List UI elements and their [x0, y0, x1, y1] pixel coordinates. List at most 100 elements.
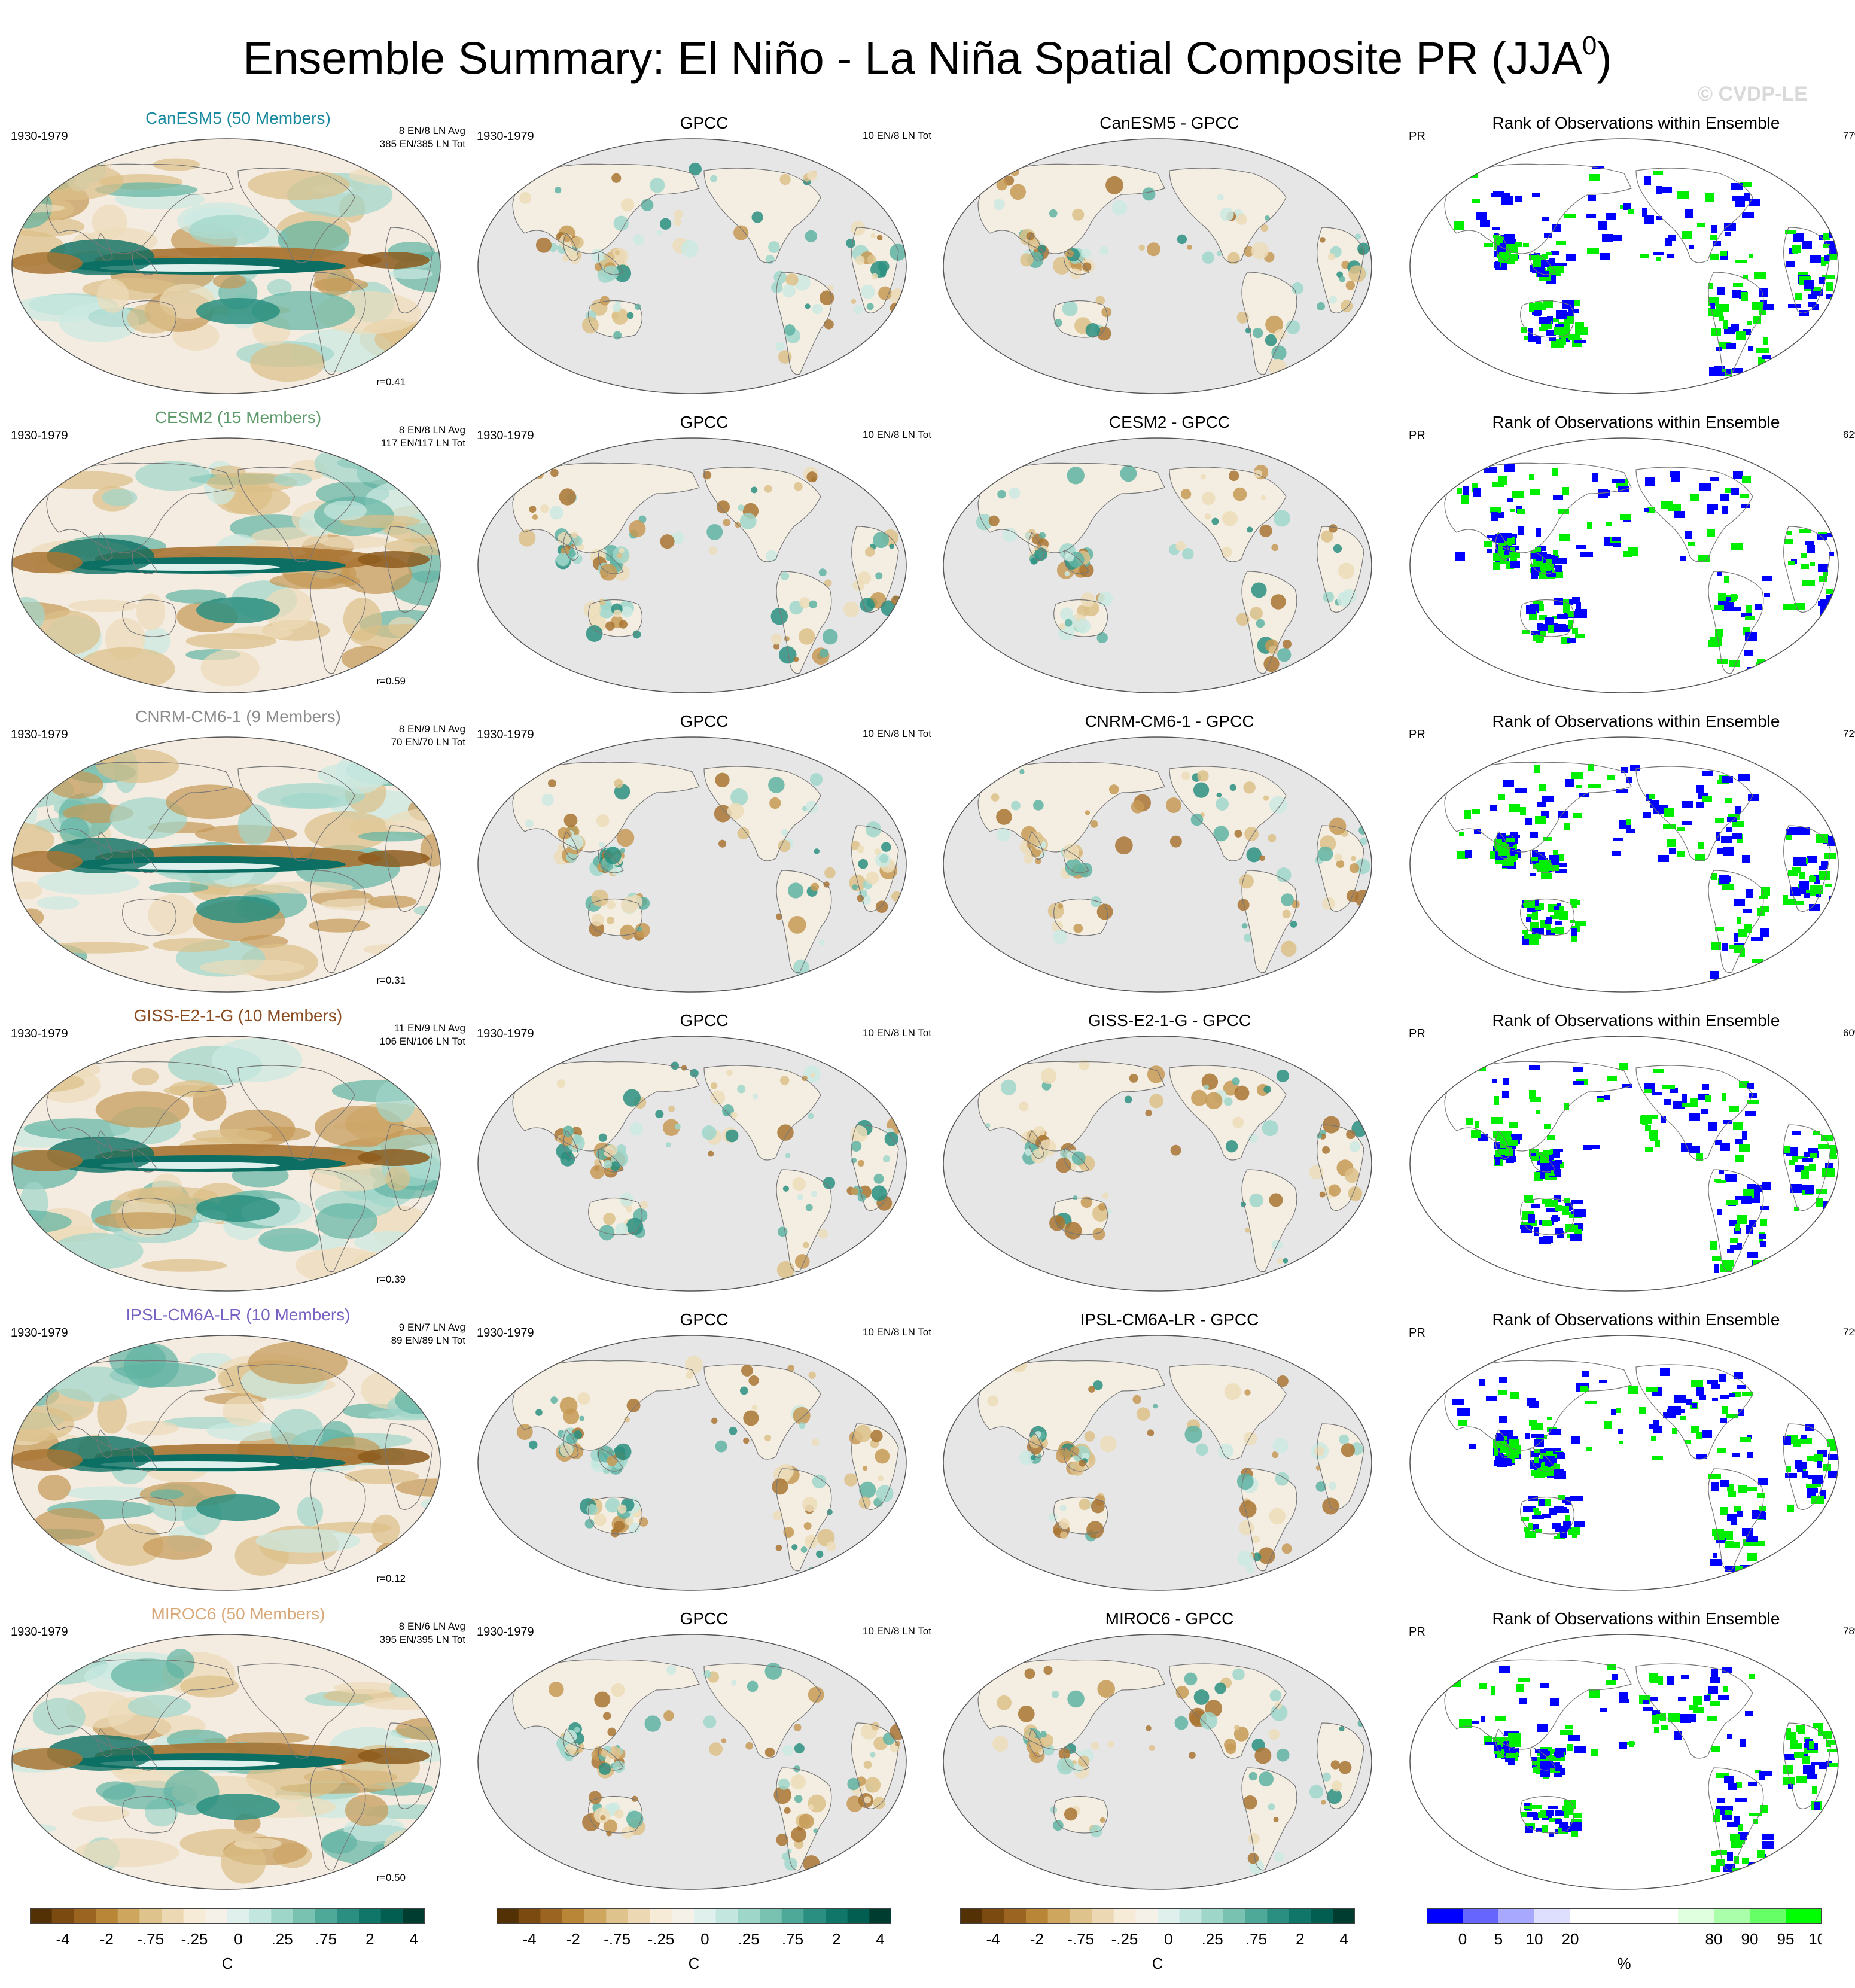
world-map-model — [11, 1036, 441, 1292]
panel-title: Rank of Observations within Ensemble — [1492, 413, 1780, 431]
coastline-seasia — [598, 550, 624, 574]
rank-percentage-value: 60% — [1842, 1027, 1855, 1039]
coastline-india — [97, 1728, 113, 1757]
coastline-australia — [122, 300, 176, 338]
colorbar-swatch — [1750, 1908, 1786, 1924]
colorbar-swatch — [738, 1908, 760, 1924]
coastline-eurasia — [1444, 1360, 1632, 1451]
colorbar-swatch — [672, 1908, 695, 1924]
colorbar-swatch — [1311, 1908, 1333, 1924]
event-total: 395 EN/395 LN Tot — [379, 1634, 465, 1645]
coastline-australia — [588, 1496, 642, 1535]
figure-title: Ensemble Summary: El Niño - La Niña Spat… — [243, 31, 1612, 84]
event-counts: 10 EN/8 LN Tot — [863, 727, 931, 741]
coastline-eurasia — [1444, 462, 1632, 553]
event-average: 8 EN/8 LN Avg — [398, 424, 465, 436]
period-label: 1930-1979 — [477, 728, 534, 741]
coastline-australia — [1053, 898, 1108, 936]
rank-percentage: 60% — [1843, 1027, 1855, 1040]
coastline-india — [1028, 1130, 1044, 1159]
colorbar-swatch — [1289, 1908, 1312, 1924]
colorbar-swatch — [760, 1908, 782, 1924]
rank-percentage: 72% — [1843, 727, 1855, 741]
variable-label: PR — [1409, 429, 1425, 442]
panel-model: CNRM-CM6-1 (9 Members) 1930-1979 8 EN/9 LN… — [11, 694, 465, 993]
coastline-australia — [1520, 1795, 1574, 1834]
colorbar-swatch — [1606, 1908, 1643, 1924]
coastline-india — [97, 232, 113, 261]
coastline-africa — [385, 227, 433, 313]
variable-label: PR — [1409, 728, 1425, 741]
panel-title: GPCC — [680, 1011, 729, 1030]
colorbar-tick-label: 10 — [1526, 1930, 1543, 1948]
coastline-india — [1495, 1429, 1511, 1458]
colorbar-swatch — [1498, 1908, 1535, 1924]
colorbar-tick-label: .75 — [315, 1930, 337, 1948]
event-counts: 8 EN/8 LN Avg 117 EN/117 LN Tot — [381, 424, 465, 450]
coastline-india — [97, 830, 113, 860]
coastline-samerica — [310, 272, 366, 375]
colorbar-swatch — [826, 1908, 848, 1924]
colorbar-swatch — [781, 1908, 804, 1924]
event-total: 106 EN/106 LN Tot — [379, 1036, 465, 1047]
colorbar-swatch — [562, 1908, 585, 1924]
panel-obs: GPCC 1930-1979 10 EN/8 LN Tot — [477, 993, 931, 1292]
coastline-india — [1028, 830, 1044, 860]
rank-percentage: 62% — [1843, 428, 1855, 442]
coastline-africa — [1317, 526, 1364, 613]
coastline-namerica — [237, 168, 355, 263]
colorbar-tick-label: 20 — [1562, 1930, 1579, 1948]
panel-model: IPSL-CM6A-LR (10 Members) 1930-1979 9 EN/7… — [11, 1292, 465, 1591]
coastline-australia — [122, 1795, 176, 1834]
colorbar-swatch — [694, 1908, 717, 1924]
colorbar-tick-label: -.25 — [181, 1930, 208, 1948]
colorbar-swatch — [1113, 1908, 1136, 1924]
panel-title: CNRM-CM6-1 (9 Members) — [135, 707, 341, 726]
coastline-eurasia — [512, 1659, 700, 1750]
panel-rank: Rank of Observations within Ensemble PR 72… — [1409, 1292, 1855, 1591]
panel-diff: CESM2 - GPCC — [942, 395, 1397, 694]
world-map-model — [11, 138, 441, 394]
colorbar-swatch — [497, 1908, 519, 1924]
colorbar-swatch — [1427, 1908, 1463, 1924]
event-average: 8 EN/8 LN Avg — [398, 125, 465, 136]
variable-label: PR — [1409, 130, 1425, 143]
coastline-india — [563, 232, 579, 261]
rank-percentage: 78% — [1843, 1625, 1855, 1638]
coastline-africa — [851, 1124, 899, 1211]
colorbar-swatch — [30, 1908, 53, 1924]
colorbar-swatch — [1070, 1908, 1092, 1924]
coastline-seasia — [598, 849, 624, 873]
coastline-namerica — [1635, 467, 1753, 562]
colorbar-swatch — [380, 1908, 403, 1924]
panel-diff: IPSL-CM6A-LR - GPCC — [942, 1292, 1397, 1591]
world-map-model — [11, 1634, 441, 1890]
event-average: 8 EN/6 LN Avg — [398, 1621, 465, 1632]
panel-title: CanESM5 (50 Members) — [145, 109, 331, 127]
variable-label: PR — [1409, 1027, 1425, 1040]
coastline-seasia — [132, 1746, 158, 1771]
panel-model: MIROC6 (50 Members) 1930-1979 8 EN/6 LN Av… — [11, 1591, 465, 1890]
coastline-australia — [1520, 898, 1574, 936]
panel-rank: Rank of Observations within Ensemble PR 77… — [1409, 96, 1855, 395]
colorbar-tick-label: .25 — [272, 1930, 293, 1948]
period-label: 1930-1979 — [11, 130, 68, 143]
world-map-obs — [477, 1036, 907, 1292]
coastline-namerica — [1635, 1065, 1753, 1161]
pattern-correlation: r=0.12 — [376, 1573, 406, 1584]
colorbar-swatch — [1223, 1908, 1246, 1924]
coastline-namerica — [703, 1663, 821, 1759]
coastline-samerica — [1241, 1767, 1297, 1871]
variable-label: PR — [1409, 1625, 1425, 1639]
panel-title: GISS-E2-1-G (10 Members) — [133, 1006, 343, 1025]
coastline-samerica — [310, 1767, 366, 1871]
coastline-eurasia — [512, 762, 700, 853]
colorbar-swatch — [117, 1908, 140, 1924]
coastline-seasia — [1530, 1447, 1556, 1472]
coastline-samerica — [1708, 571, 1764, 674]
colorbar-swatch — [337, 1908, 360, 1924]
coastline-eurasia — [46, 462, 234, 553]
world-map-diff — [943, 1335, 1372, 1591]
colorbar-tick-label: -2 — [1030, 1930, 1044, 1948]
coastline-australia — [588, 300, 642, 338]
